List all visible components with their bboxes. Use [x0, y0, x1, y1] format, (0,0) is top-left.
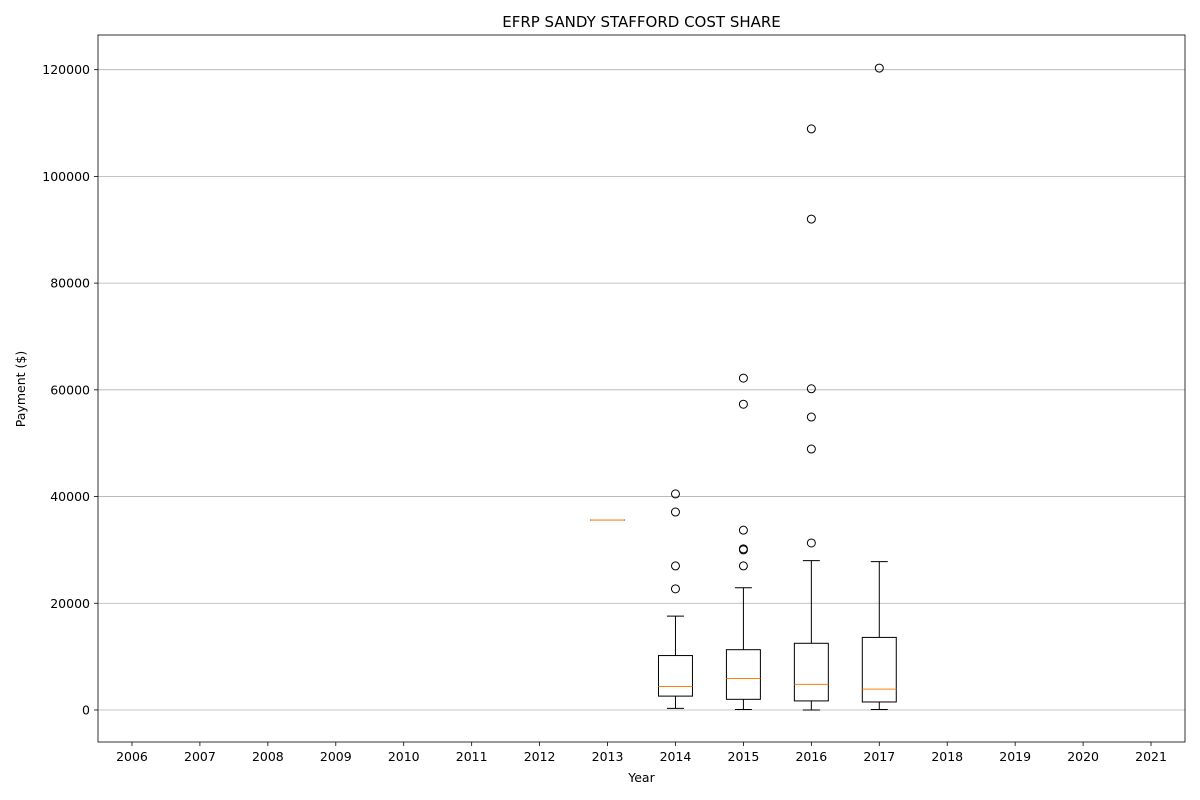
outlier-point — [738, 561, 748, 571]
x-tick-label: 2021 — [1135, 749, 1167, 764]
box-2017 — [861, 63, 897, 710]
iqr-box — [657, 655, 693, 697]
outlier-point — [806, 124, 816, 134]
box-2016 — [793, 124, 829, 711]
y-axis-label: Payment ($) — [13, 351, 28, 427]
box-2014 — [657, 489, 693, 709]
y-tick-label: 80000 — [50, 276, 90, 291]
iqr-box — [725, 649, 761, 700]
outlier-point — [670, 489, 680, 499]
outlier-point — [738, 399, 748, 409]
x-tick-label: 2010 — [388, 749, 420, 764]
outlier-point — [806, 384, 816, 394]
outlier-point — [806, 444, 816, 454]
x-tick-label: 2011 — [456, 749, 488, 764]
outlier-point — [738, 525, 748, 535]
y-tick-label: 60000 — [50, 382, 90, 397]
iqr-box — [793, 642, 829, 702]
chart-title: EFRP SANDY STAFFORD COST SHARE — [502, 13, 781, 31]
outlier-point — [806, 538, 816, 548]
x-tick-label: 2018 — [931, 749, 963, 764]
outlier-point — [670, 507, 680, 517]
x-axis-label: Year — [627, 770, 655, 785]
outlier-point — [806, 412, 816, 422]
x-tick-label: 2008 — [252, 749, 284, 764]
x-tick-label: 2014 — [660, 749, 692, 764]
y-tick-label: 120000 — [42, 62, 90, 77]
outlier-point — [670, 561, 680, 571]
plot-frame — [97, 34, 1186, 743]
y-tick-label: 100000 — [42, 169, 90, 184]
x-tick-label: 2015 — [728, 749, 760, 764]
outlier-point — [670, 584, 680, 594]
x-tick-label: 2012 — [524, 749, 556, 764]
x-tick-label: 2007 — [184, 749, 216, 764]
y-tick-label: 20000 — [50, 596, 90, 611]
x-tick-label: 2013 — [592, 749, 624, 764]
x-tick-label: 2016 — [795, 749, 827, 764]
y-tick-label: 40000 — [50, 489, 90, 504]
box-2015 — [725, 373, 761, 710]
outlier-point — [874, 63, 884, 73]
outlier-point — [738, 544, 748, 554]
axes: 0 20000 40000 60000 80000 100000 120000 2006 200… — [42, 34, 1186, 764]
x-tick-label: 2019 — [999, 749, 1031, 764]
outlier-point — [738, 373, 748, 383]
x-tick-label: 2006 — [116, 749, 148, 764]
outlier-point — [806, 214, 816, 224]
x-tick-label: 2009 — [320, 749, 352, 764]
box-series — [590, 63, 897, 711]
y-gridlines — [98, 69, 1185, 711]
x-tick-label: 2020 — [1067, 749, 1099, 764]
x-tick-label: 2017 — [863, 749, 895, 764]
y-tick-label: 0 — [82, 702, 90, 717]
iqr-box — [861, 636, 897, 703]
